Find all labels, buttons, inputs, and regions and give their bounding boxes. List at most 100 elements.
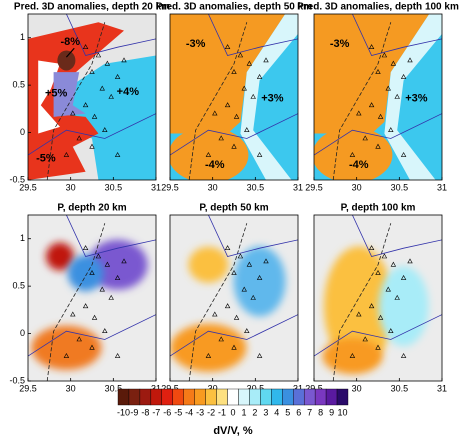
- x-tick-label: 30: [66, 383, 76, 393]
- colorbar-tick-label: 7: [307, 407, 312, 417]
- boundary: [46, 223, 106, 381]
- colorbar-cell: [325, 388, 338, 406]
- x-tick-label: 30: [352, 383, 362, 393]
- annotation: +4%: [117, 86, 140, 98]
- station: [218, 135, 224, 141]
- colorbar-tick-label: 9: [329, 407, 334, 417]
- station: [375, 143, 381, 149]
- border: [352, 14, 442, 56]
- colorbar-tick-label: -8: [141, 407, 149, 417]
- station: [400, 151, 407, 157]
- station: [407, 57, 413, 63]
- station: [212, 110, 218, 116]
- y-tick-label: -0.5: [9, 174, 25, 184]
- station: [250, 294, 256, 300]
- colorbar-cell: [205, 388, 217, 406]
- x-tick-label: 30.5: [391, 383, 409, 393]
- station: [231, 68, 237, 74]
- station: [237, 52, 244, 58]
- station: [231, 143, 237, 149]
- colorbar-cell: [238, 388, 250, 406]
- colorbar-cell: [249, 388, 261, 406]
- x-tick-label: 30.5: [247, 383, 265, 393]
- station: [394, 294, 400, 300]
- slow-zone: [314, 14, 430, 134]
- colorbar-cell: [293, 388, 305, 406]
- anomaly-blob: [322, 338, 383, 375]
- station: [95, 52, 102, 58]
- station: [89, 269, 95, 275]
- x-tick-label: 31: [151, 383, 161, 393]
- station: [388, 328, 394, 334]
- station: [63, 352, 70, 358]
- x-tick-label: 30: [208, 383, 218, 393]
- station: [362, 135, 368, 141]
- station: [102, 328, 108, 334]
- station: [375, 269, 381, 275]
- panel: P, depth 50 km 29.5 30 30.5 31: [161, 203, 303, 394]
- station: [70, 311, 76, 317]
- y-tick-label: 0.5: [12, 80, 25, 90]
- x-tick-label: 31: [293, 182, 303, 192]
- colorbar-tick-label: -7: [152, 407, 160, 417]
- station: [231, 269, 237, 275]
- station: [375, 68, 381, 74]
- station: [121, 57, 127, 63]
- station: [362, 336, 368, 342]
- y-tick-label: 0: [20, 328, 25, 338]
- frame: [27, 214, 157, 382]
- colorbar-cell: [172, 388, 184, 406]
- border: [314, 314, 442, 357]
- frame: [313, 13, 443, 181]
- border: [170, 314, 298, 357]
- station: [388, 127, 394, 132]
- frame: [169, 13, 299, 181]
- station: [237, 253, 244, 259]
- colorbar-cell: [139, 388, 152, 406]
- colorbar-tick-label: -1: [218, 407, 226, 417]
- colorbar-tick-label: -5: [174, 407, 182, 417]
- colorbar-cell: [282, 388, 294, 406]
- panel: P, depth 100 km 29.5 30 30.5 31: [305, 203, 447, 394]
- annotation: -4%: [349, 159, 369, 171]
- station: [218, 336, 224, 342]
- colorbar-tick-label: 8: [318, 407, 323, 417]
- panel-title: P, depth 100 km: [341, 203, 416, 214]
- frame: [169, 214, 299, 382]
- border: [170, 113, 298, 156]
- colorbar-label: dV/V, %: [213, 425, 253, 437]
- boundary: [332, 22, 392, 180]
- border: [28, 314, 156, 357]
- panel-title: P, depth 50 km: [199, 203, 268, 214]
- colorbar-tick-label: 4: [274, 407, 279, 417]
- colorbar-tick-label: 5: [285, 407, 290, 417]
- annotation: -4%: [205, 159, 225, 171]
- x-tick-label: 30: [66, 182, 76, 192]
- station: [368, 245, 375, 250]
- colorbar-cell: [150, 388, 163, 406]
- station: [385, 85, 391, 91]
- annotation: -3%: [186, 38, 206, 50]
- panel: P, depth 20 km 29.5 30 30.5 31 -0.5 0 0.5 1: [9, 203, 161, 394]
- colorbar-cell: [336, 388, 349, 406]
- station: [205, 151, 212, 157]
- fast-zone: [66, 55, 156, 180]
- field: [170, 215, 298, 381]
- station: [70, 110, 76, 116]
- annotation: +3%: [261, 93, 284, 105]
- station: [356, 110, 362, 116]
- slow-blob: [314, 127, 393, 180]
- anomaly-blob: [46, 242, 74, 271]
- x-tick-label: 29.5: [305, 182, 323, 192]
- station: [114, 352, 121, 358]
- station: [114, 151, 121, 157]
- boundary: [332, 223, 392, 381]
- colorbar-cell: [183, 388, 195, 406]
- station: [400, 73, 407, 79]
- station: [400, 352, 407, 358]
- colorbar-tick-label: 10: [338, 407, 348, 417]
- panel-title: Pred. 3D anomalies, depth 50 km: [156, 2, 312, 13]
- station: [108, 294, 114, 300]
- colorbar-cell: [194, 388, 206, 406]
- slow-zone: [170, 14, 286, 134]
